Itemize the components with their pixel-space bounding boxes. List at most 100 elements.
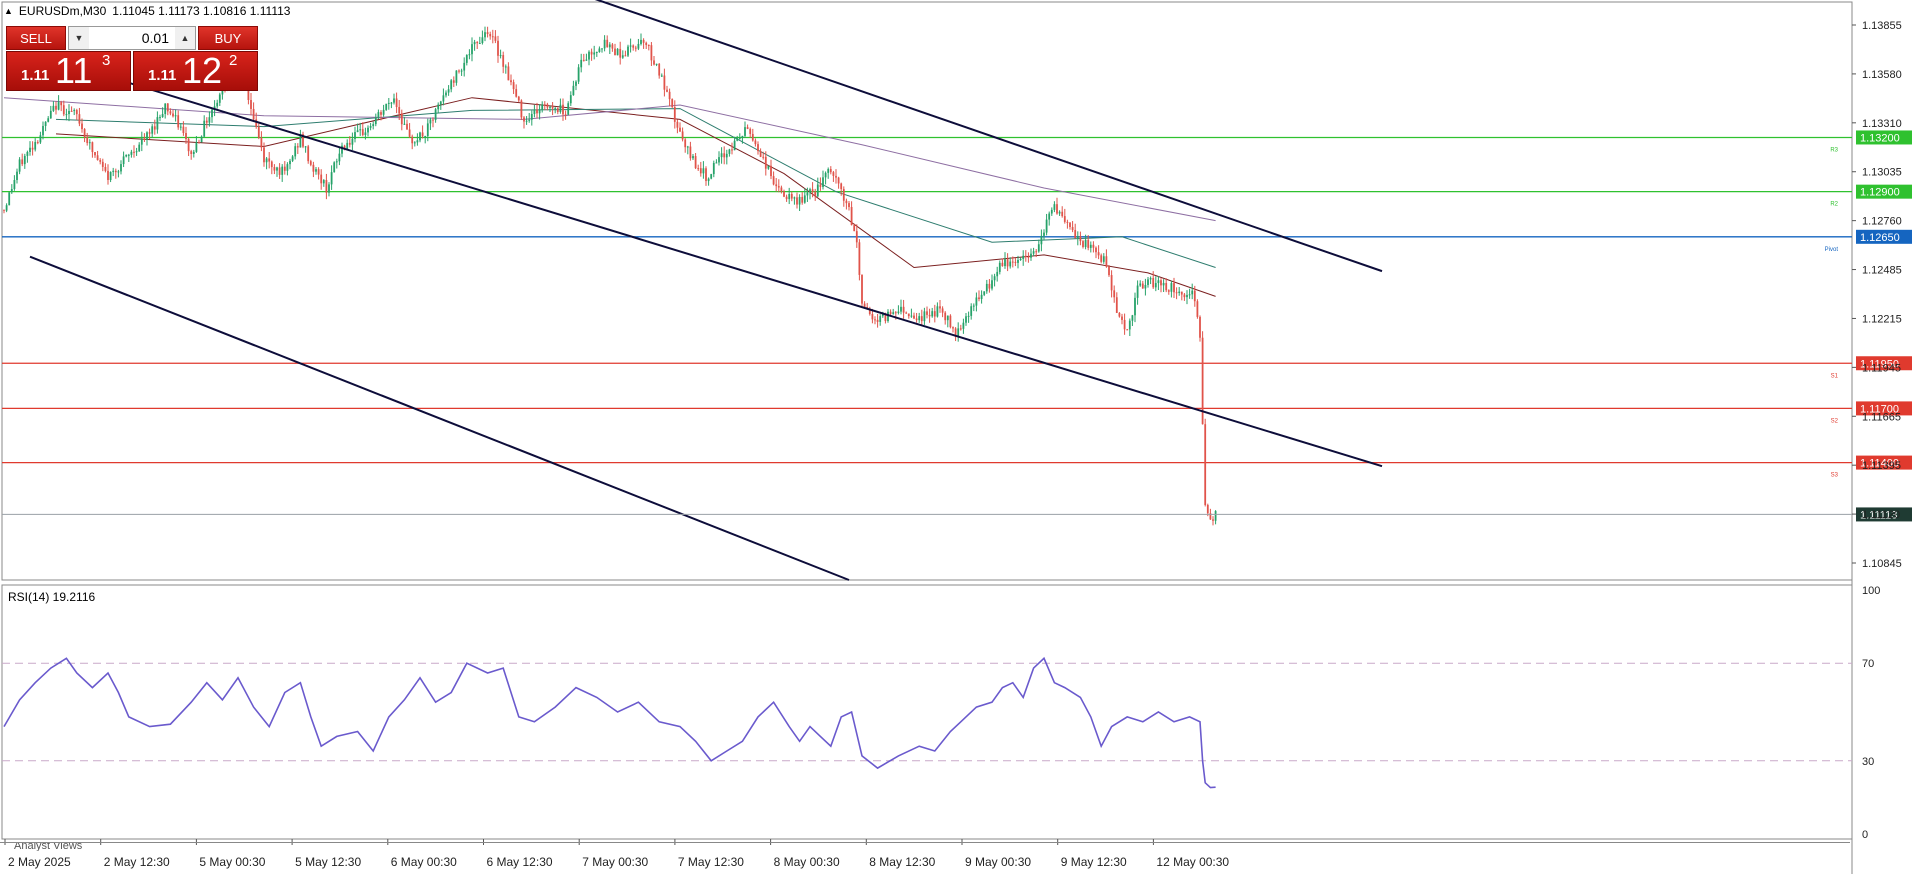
price-tick-label: 1.13310 [1862,118,1902,130]
candle-body [923,311,926,322]
candle-body [1001,262,1004,267]
candle-body [881,313,884,317]
candle-body [577,67,580,82]
candle-body [104,166,107,171]
candle-body [481,37,484,44]
candle-body [359,129,362,131]
candle-body [855,231,858,243]
volume-input[interactable]: 0.01 [141,30,169,46]
candle-body [764,156,767,169]
candle-body [590,51,593,55]
candle-body [1061,211,1064,217]
time-tick-label: 8 May 00:30 [774,855,840,869]
sell-price-box[interactable]: 1.11 11 3 [6,50,131,91]
candle-body [985,283,988,292]
candle-body [595,51,598,53]
candle-body [421,132,424,137]
candle-body [13,180,16,189]
candle-body [273,167,276,171]
candle-body [117,171,120,173]
candle-body [723,153,726,158]
level-name-s1: S1 [1831,373,1839,379]
candle-body [1006,259,1009,267]
candle-body [341,145,343,154]
candle-body [265,158,268,163]
candle-body [346,142,349,149]
candle-body [86,137,89,143]
candle-body [278,167,281,175]
candle-body [52,105,55,111]
candle-body [70,110,73,112]
candle-body [36,142,39,144]
candle-body [312,164,315,172]
level-price-label-r3: 1.13200 [1860,132,1900,144]
channel-line-3 [29,255,850,581]
candle-body [798,196,801,205]
candle-body [627,46,629,56]
candle-body [299,134,302,148]
candle-body [247,86,250,101]
candle-body [1040,235,1043,245]
candle-body [55,105,57,110]
candle-body [120,164,122,172]
candle-body [109,171,112,180]
candle-body [473,41,476,45]
candle-body [1014,261,1017,263]
buy-price-box[interactable]: 1.11 12 2 [133,50,258,91]
candle-body [1157,280,1160,284]
candle-body [978,297,980,300]
candle-body [174,115,177,117]
candle-body [411,136,414,144]
candle-body [325,180,328,193]
candle-body [777,186,780,188]
candle-body [962,322,965,329]
buy-button[interactable]: BUY [198,26,258,50]
candle-body [637,43,640,49]
candle-body [1183,294,1186,298]
level-price-tag-s2 [1856,401,1912,416]
candle-body [413,142,416,144]
sell-button[interactable]: SELL [6,26,66,50]
candle-body [845,200,848,204]
candle-body [767,165,770,169]
buy-price-fraction: 2 [229,52,238,69]
candle-body [965,316,967,323]
volume-stepper[interactable]: ▼ 0.01 ▲ [68,26,196,50]
candle-body [868,308,871,315]
candle-body [471,44,473,55]
level-price-label-s3: 1.11400 [1860,458,1899,470]
candle-body [99,160,102,162]
candle-body [757,144,759,152]
candle-body [918,316,921,321]
candle-body [832,172,835,176]
level-price-tag-r2 [1856,184,1912,199]
volume-down-icon[interactable]: ▼ [69,27,89,49]
candle-body [1074,230,1077,239]
candle-body [127,154,130,156]
volume-up-icon[interactable]: ▲ [175,27,195,49]
candle-body [504,66,507,68]
candle-body [569,95,572,104]
candle-body [343,145,346,149]
channel-lines[interactable] [29,0,1383,581]
rsi-tick-label: 70 [1862,658,1874,670]
candle-body [476,41,479,44]
analyst-views-tab[interactable]: Analyst Views [0,842,1850,851]
sell-price-prefix: 1.11 [21,67,50,84]
candle-body [185,132,187,140]
candle-body [211,109,213,118]
candle-body [1035,251,1038,253]
candle-body [294,146,297,157]
rsi-tick-label: 0 [1862,829,1868,841]
candle-body [250,100,252,109]
moving-average-1 [55,97,1216,297]
time-tick-label: 5 May 12:30 [295,855,361,869]
candle-body [1173,283,1175,293]
time-tick-label: 9 May 00:30 [965,855,1031,869]
channel-line-2 [29,51,1383,468]
time-tick-label: 7 May 00:30 [582,855,648,869]
candle-body [1011,261,1014,263]
collapse-triangle-icon[interactable]: ▲ [4,6,13,16]
candle-body [863,303,866,308]
